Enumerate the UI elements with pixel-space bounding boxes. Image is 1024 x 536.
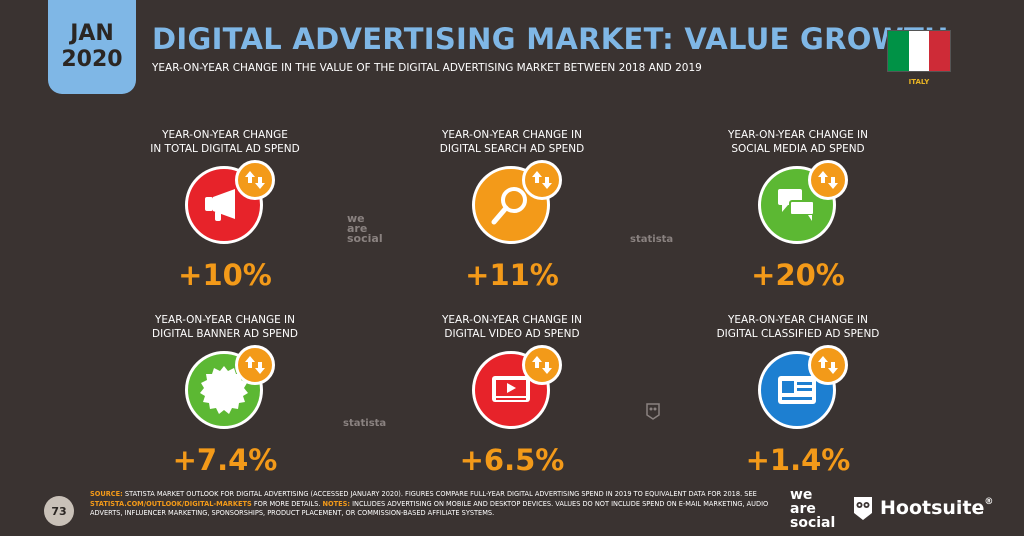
- stat-value: +11%: [465, 258, 559, 292]
- stat-label-line: DIGITAL BANNER AD SPEND: [152, 328, 298, 340]
- hootsuite-logo: Hootsuite®: [852, 494, 993, 522]
- notes-label: NOTES:: [322, 499, 350, 508]
- up-down-arrows-icon: [808, 160, 848, 200]
- stat-label: YEAR-ON-YEAR CHANGE IN DIGITAL SEARCH AD…: [382, 128, 642, 158]
- page-title: DIGITAL ADVERTISING MARKET: VALUE GROWTH: [152, 22, 949, 56]
- badge-seal-icon: [185, 351, 263, 429]
- we-are-social-watermark: we are social: [347, 212, 383, 245]
- stat-classified: YEAR-ON-YEAR CHANGE IN DIGITAL CLASSIFIE…: [668, 313, 928, 477]
- stat-social-media: YEAR-ON-YEAR CHANGE IN SOCIAL MEDIA AD S…: [668, 128, 928, 292]
- up-down-arrows-icon: [522, 160, 562, 200]
- flag-label: ITALY: [908, 78, 930, 86]
- stat-banner: YEAR-ON-YEAR CHANGE IN DIGITAL BANNER AD…: [95, 313, 355, 477]
- stat-label-line: YEAR-ON-YEAR CHANGE IN: [154, 314, 296, 326]
- stat-label-line: DIGITAL CLASSIFIED AD SPEND: [716, 328, 880, 340]
- stat-value: +1.4%: [745, 443, 851, 477]
- stat-label-line: YEAR-ON-YEAR CHANGE IN: [727, 314, 869, 326]
- stat-label: YEAR-ON-YEAR CHANGE IN DIGITAL VIDEO AD …: [382, 313, 642, 343]
- hootsuite-wordmark: Hootsuite: [880, 497, 985, 519]
- up-down-arrows-icon: [808, 345, 848, 385]
- stat-label: YEAR-ON-YEAR CHANGE IN SOCIAL MEDIA AD S…: [668, 128, 928, 158]
- video-player-icon: [472, 351, 550, 429]
- source-link[interactable]: STATISTA.COM/OUTLOOK/DIGITAL-MARKETS: [90, 499, 252, 508]
- watermark-line: are: [347, 222, 368, 235]
- source-label: SOURCE:: [90, 490, 123, 498]
- we-are-social-logo: we are social: [790, 488, 835, 530]
- stat-label-line: IN TOTAL DIGITAL AD SPEND: [150, 143, 300, 155]
- source-text: STATISTA MARKET OUTLOOK FOR DIGITAL ADVE…: [122, 490, 757, 498]
- up-down-arrows-icon: [235, 160, 275, 200]
- stat-label-line: DIGITAL SEARCH AD SPEND: [439, 143, 585, 155]
- page-subtitle: YEAR-ON-YEAR CHANGE IN THE VALUE OF THE …: [152, 62, 702, 74]
- magnifier-icon: [472, 166, 550, 244]
- owl-icon: [854, 497, 872, 520]
- date-badge: JAN 2020: [48, 0, 136, 94]
- watermark-line: we: [347, 212, 365, 225]
- stat-value: +10%: [178, 258, 272, 292]
- italy-flag-icon: [887, 30, 951, 72]
- stat-label: YEAR-ON-YEAR CHANGE IN DIGITAL CLASSIFIE…: [668, 313, 928, 343]
- stat-search: YEAR-ON-YEAR CHANGE IN DIGITAL SEARCH AD…: [382, 128, 642, 292]
- stat-value: +6.5%: [459, 443, 565, 477]
- stat-label: YEAR-ON-YEAR CHANGE IN DIGITAL BANNER AD…: [95, 313, 355, 343]
- statista-watermark: statista: [343, 418, 387, 429]
- stat-total-digital: YEAR-ON-YEAR CHANGE IN TOTAL DIGITAL AD …: [95, 128, 355, 292]
- footnote: SOURCE: STATISTA MARKET OUTLOOK FOR DIGI…: [90, 490, 790, 519]
- watermark-line: social: [347, 232, 383, 245]
- stat-label: YEAR-ON-YEAR CHANGE IN TOTAL DIGITAL AD …: [95, 128, 355, 158]
- logo-line: we: [790, 487, 813, 503]
- logo-line: social: [790, 515, 836, 531]
- page-number: 73: [44, 496, 74, 526]
- stat-video: YEAR-ON-YEAR CHANGE IN DIGITAL VIDEO AD …: [382, 313, 642, 477]
- stat-label-line: DIGITAL VIDEO AD SPEND: [444, 328, 580, 340]
- stat-label-line: YEAR-ON-YEAR CHANGE: [162, 129, 288, 141]
- stat-label-line: YEAR-ON-YEAR CHANGE IN: [727, 129, 869, 141]
- source-text: FOR MORE DETAILS.: [251, 499, 323, 508]
- stat-label-line: SOCIAL MEDIA AD SPEND: [731, 143, 865, 155]
- registered-mark: ®: [984, 497, 994, 507]
- statista-watermark: statista: [630, 234, 674, 245]
- stat-value: +20%: [751, 258, 845, 292]
- stat-label-line: YEAR-ON-YEAR CHANGE IN: [441, 129, 583, 141]
- notes-text: INCLUDES ADVERTISING ON MOBILE AND DESKT…: [90, 499, 769, 518]
- stat-value: +7.4%: [172, 443, 278, 477]
- stat-label-line: YEAR-ON-YEAR CHANGE IN: [441, 314, 583, 326]
- up-down-arrows-icon: [235, 345, 275, 385]
- badge-year: 2020: [61, 47, 123, 72]
- owl-watermark-icon: [645, 402, 661, 420]
- up-down-arrows-icon: [522, 345, 562, 385]
- logo-line: are: [790, 501, 816, 517]
- badge-month: JAN: [70, 21, 114, 46]
